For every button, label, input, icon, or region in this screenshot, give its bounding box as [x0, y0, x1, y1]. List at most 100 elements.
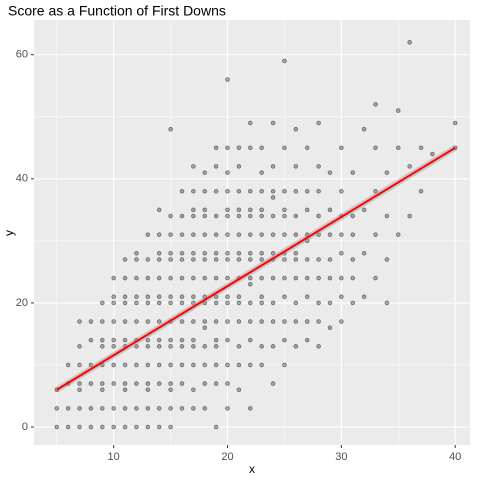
point	[213, 294, 219, 300]
point	[145, 275, 151, 281]
point	[156, 344, 162, 349]
point	[145, 381, 151, 386]
x-tick-label: 20	[221, 451, 233, 463]
point	[202, 325, 208, 331]
point	[395, 108, 401, 113]
point	[77, 319, 82, 324]
point	[259, 275, 264, 281]
point	[168, 337, 173, 343]
point	[327, 232, 333, 237]
point	[213, 381, 219, 386]
point	[270, 120, 276, 126]
point	[259, 145, 264, 151]
point	[339, 319, 344, 324]
point	[213, 257, 219, 262]
point	[282, 257, 287, 262]
point	[225, 170, 230, 175]
point	[191, 257, 196, 262]
point	[156, 362, 162, 368]
point	[77, 387, 82, 393]
point	[213, 250, 219, 256]
point	[361, 294, 367, 300]
panel	[34, 20, 470, 445]
point	[259, 362, 264, 368]
point	[282, 232, 287, 237]
point	[191, 188, 196, 194]
point	[339, 275, 344, 281]
point	[168, 213, 173, 219]
point	[373, 188, 378, 194]
point	[100, 387, 105, 393]
point	[236, 232, 242, 237]
point	[304, 238, 310, 244]
point	[247, 282, 253, 287]
point	[77, 362, 82, 368]
point	[293, 250, 299, 256]
point	[156, 294, 162, 300]
point	[156, 300, 162, 306]
point	[179, 275, 185, 281]
point	[293, 126, 299, 132]
point	[270, 195, 276, 200]
point	[88, 319, 94, 324]
point	[202, 232, 208, 237]
point	[350, 275, 356, 281]
point	[361, 250, 367, 256]
point	[179, 294, 185, 300]
point	[236, 213, 242, 219]
point	[100, 337, 105, 343]
point	[407, 164, 412, 169]
point	[145, 257, 151, 262]
point	[259, 188, 264, 194]
point	[304, 145, 310, 151]
y-tick-label: 0	[22, 421, 28, 433]
point	[452, 120, 458, 126]
point	[122, 257, 128, 262]
point	[168, 300, 173, 306]
point	[316, 300, 321, 306]
point	[213, 424, 219, 430]
y-tick-label: 40	[16, 173, 28, 185]
point	[407, 40, 412, 45]
point	[236, 387, 242, 393]
point	[65, 362, 71, 368]
point	[88, 406, 94, 411]
point	[259, 257, 264, 262]
point	[54, 406, 60, 411]
point	[111, 294, 116, 300]
point	[247, 120, 253, 126]
point	[202, 170, 208, 175]
point	[270, 300, 276, 306]
point	[304, 319, 310, 324]
point	[88, 381, 94, 386]
point	[259, 294, 264, 300]
point	[395, 145, 401, 151]
point	[236, 188, 242, 194]
point	[179, 300, 185, 306]
point	[225, 381, 230, 386]
point	[111, 424, 116, 430]
point	[225, 275, 230, 281]
point	[270, 188, 276, 194]
point	[168, 424, 173, 430]
y-tick-label: 60	[16, 49, 28, 61]
point	[168, 344, 173, 349]
point	[213, 213, 219, 219]
point	[111, 381, 116, 386]
point	[191, 213, 196, 219]
point	[247, 319, 253, 324]
point	[236, 344, 242, 349]
point	[202, 250, 208, 256]
point	[213, 145, 219, 151]
point	[225, 406, 230, 411]
point	[384, 300, 390, 306]
point	[395, 232, 401, 237]
point	[202, 362, 208, 368]
point	[259, 250, 264, 256]
point	[202, 319, 208, 324]
point	[339, 145, 344, 151]
point	[247, 207, 253, 213]
point	[259, 344, 264, 349]
point	[54, 424, 60, 430]
